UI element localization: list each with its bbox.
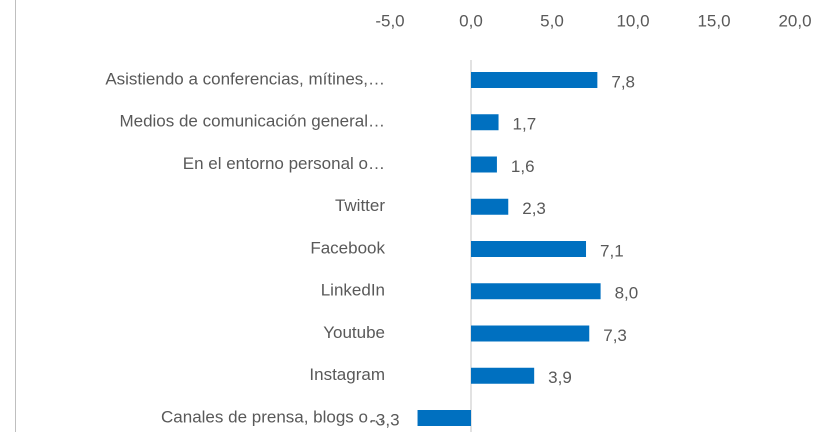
y-tick-label: Facebook [310, 238, 385, 257]
data-label: 7,3 [603, 326, 627, 345]
bar [471, 367, 535, 384]
data-label: 7,1 [600, 241, 624, 260]
y-tick-label: Instagram [309, 365, 385, 384]
data-label: 1,6 [511, 157, 535, 176]
bar [471, 156, 497, 173]
y-tick-label: Asistiendo a conferencias, mítines,… [105, 69, 385, 88]
y-tick-label: Canales de prensa, blogs o… [161, 407, 385, 426]
data-label: 2,3 [522, 199, 546, 218]
bar [471, 114, 499, 131]
x-tick-label: -5,0 [375, 11, 404, 30]
y-tick-label: Youtube [323, 323, 385, 342]
data-label: 7,8 [611, 72, 635, 91]
bar [471, 198, 509, 215]
x-tick-label: 10,0 [616, 11, 649, 30]
y-tick-label: Medios de comunicación general… [119, 112, 385, 131]
y-tick-label: En el entorno personal o… [183, 154, 385, 173]
data-label: 3,9 [548, 368, 572, 387]
y-tick-label: LinkedIn [321, 281, 385, 300]
data-label: -3,3 [370, 410, 399, 429]
x-tick-label: 20,0 [778, 11, 811, 30]
bar [471, 72, 598, 88]
bar [471, 325, 590, 342]
bar [417, 410, 471, 426]
x-tick-label: 15,0 [697, 11, 730, 30]
data-label: 1,7 [513, 115, 537, 134]
data-label: 8,0 [615, 284, 639, 303]
bar [471, 241, 587, 257]
x-tick-label: 0,0 [459, 11, 483, 30]
y-tick-label: Twitter [335, 196, 385, 215]
bar [471, 283, 601, 300]
x-tick-label: 5,0 [540, 11, 564, 30]
